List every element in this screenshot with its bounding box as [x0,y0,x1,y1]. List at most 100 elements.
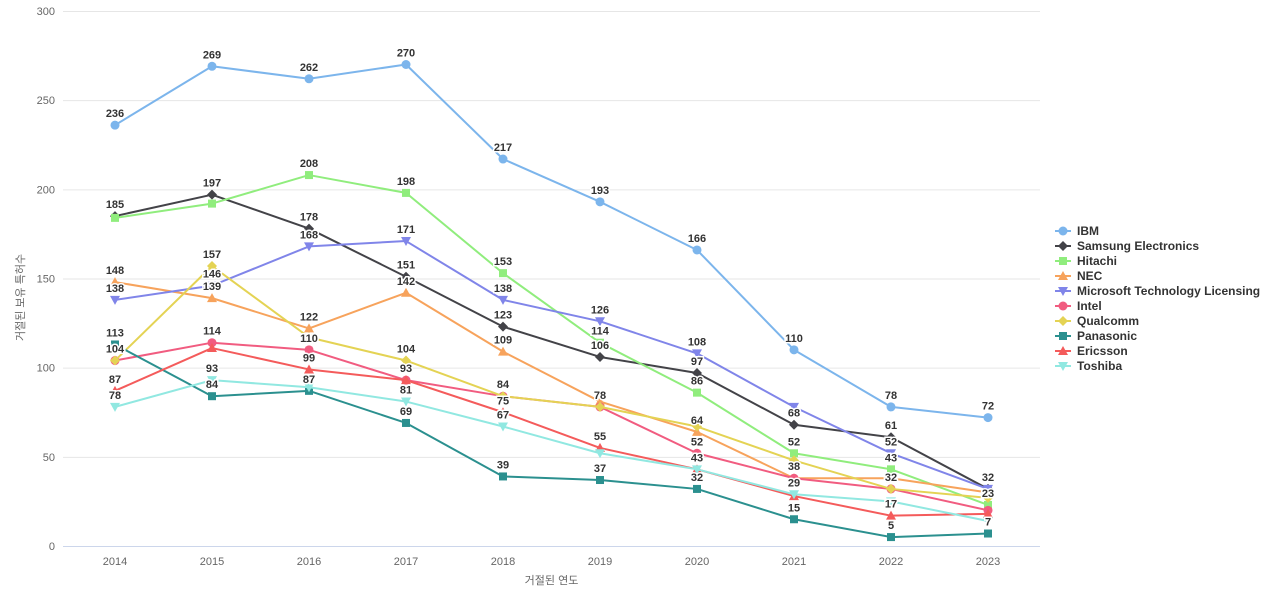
data-point-marker[interactable] [305,171,313,180]
data-point-marker[interactable] [1058,271,1068,280]
data-point-marker[interactable] [596,338,604,347]
data-point-marker[interactable] [887,533,895,542]
data-point-marker[interactable] [1059,257,1067,265]
data-point-marker[interactable] [304,223,314,234]
data-point-marker[interactable] [692,368,702,379]
data-point-marker[interactable] [692,421,702,432]
data-point-marker[interactable] [789,490,799,500]
data-point-marker[interactable] [207,293,217,303]
data-point-marker[interactable] [983,413,993,423]
data-point-marker[interactable] [110,402,120,412]
data-point-marker[interactable] [111,213,119,222]
data-point-marker[interactable] [401,60,411,69]
data-point-marker[interactable] [498,321,508,332]
data-point-marker[interactable] [692,245,702,255]
data-point-marker[interactable] [595,351,605,362]
data-point-marker[interactable] [789,345,799,355]
legend-item-qualcomm[interactable]: Qualcomm [1055,314,1139,328]
data-point-marker[interactable] [886,483,896,494]
data-point-marker[interactable] [595,317,605,327]
data-point-marker[interactable] [304,364,314,374]
legend-item-panasonic[interactable]: Panasonic [1055,329,1137,343]
data-point-marker[interactable] [886,473,896,483]
data-point-marker[interactable] [401,271,411,282]
legend-item-microsoft-technology-licensing[interactable]: Microsoft Technology Licensing [1055,284,1260,298]
data-point-marker[interactable] [693,484,701,493]
data-point-marker[interactable] [1058,226,1068,236]
data-point-marker[interactable] [111,340,119,349]
data-point-marker[interactable] [498,391,508,402]
data-point-marker[interactable] [984,529,992,538]
legend-item-nec[interactable]: NEC [1055,269,1103,283]
data-point-marker[interactable] [207,281,217,291]
data-point-marker[interactable] [886,510,896,520]
data-point-marker[interactable] [984,500,992,509]
data-point-marker[interactable] [207,376,217,386]
data-point-marker[interactable] [110,355,120,366]
data-point-marker[interactable] [1058,301,1068,311]
data-point-marker[interactable] [1058,287,1068,296]
data-point-marker[interactable] [304,332,314,343]
data-point-marker[interactable] [208,199,216,208]
data-point-marker[interactable] [402,418,410,427]
data-point-marker[interactable] [886,449,896,459]
data-point-marker[interactable] [596,476,604,485]
data-point-marker[interactable] [789,419,799,430]
data-point-marker[interactable] [1058,241,1068,251]
legend-item-toshiba[interactable]: Toshiba [1055,359,1122,373]
data-point-marker[interactable] [693,388,701,397]
data-point-marker[interactable] [207,261,217,272]
data-point-marker[interactable] [110,295,120,305]
data-point-marker[interactable] [789,455,799,466]
data-point-marker[interactable] [304,383,314,393]
data-point-marker[interactable] [1059,332,1067,340]
data-point-marker[interactable] [498,407,508,417]
data-point-marker[interactable] [401,287,411,297]
data-point-marker[interactable] [789,473,799,483]
data-point-marker[interactable] [498,154,508,164]
data-point-marker[interactable] [207,61,217,71]
data-point-marker[interactable] [207,189,217,200]
data-point-marker[interactable] [692,349,702,359]
legend-item-hitachi[interactable]: Hitachi [1055,254,1117,268]
data-point-marker[interactable] [1058,362,1068,371]
data-point-marker[interactable] [983,508,993,518]
data-point-marker[interactable] [887,465,895,474]
data-point-marker[interactable] [110,120,120,130]
data-point-marker[interactable] [110,385,120,395]
data-point-marker[interactable] [401,355,411,366]
data-point-marker[interactable] [789,402,799,412]
legend-item-intel[interactable]: Intel [1055,299,1102,313]
data-point-marker[interactable] [790,449,798,458]
data-point-marker[interactable] [207,338,217,348]
data-point-marker[interactable] [304,345,314,355]
data-point-marker[interactable] [304,74,314,84]
data-point-marker[interactable] [692,465,702,475]
data-point-marker[interactable] [595,197,605,207]
data-point-marker[interactable] [401,237,411,247]
data-point-marker[interactable] [499,269,507,278]
data-point-marker[interactable] [401,397,411,407]
legend-item-samsung-electronics[interactable]: Samsung Electronics [1055,239,1199,253]
data-point-marker[interactable] [983,492,993,503]
data-point-marker[interactable] [790,515,798,524]
data-point-marker[interactable] [304,242,314,252]
data-point-marker[interactable] [401,375,411,385]
data-point-marker[interactable] [886,497,896,507]
data-point-marker[interactable] [983,484,993,494]
data-point-marker[interactable] [304,323,314,333]
legend-item-ibm[interactable]: IBM [1055,224,1099,238]
data-point-marker[interactable] [1058,346,1068,355]
data-point-marker[interactable] [402,188,410,197]
data-point-marker[interactable] [886,432,896,443]
data-point-marker[interactable] [498,346,508,356]
data-point-marker[interactable] [886,402,896,412]
data-point-marker[interactable] [499,472,507,481]
data-point-marker[interactable] [692,448,702,458]
data-point-marker[interactable] [595,449,605,459]
data-point-marker[interactable] [207,343,217,353]
data-point-marker[interactable] [110,277,120,287]
data-point-marker[interactable] [1058,316,1068,326]
data-point-marker[interactable] [595,401,605,412]
data-point-marker[interactable] [208,392,216,401]
